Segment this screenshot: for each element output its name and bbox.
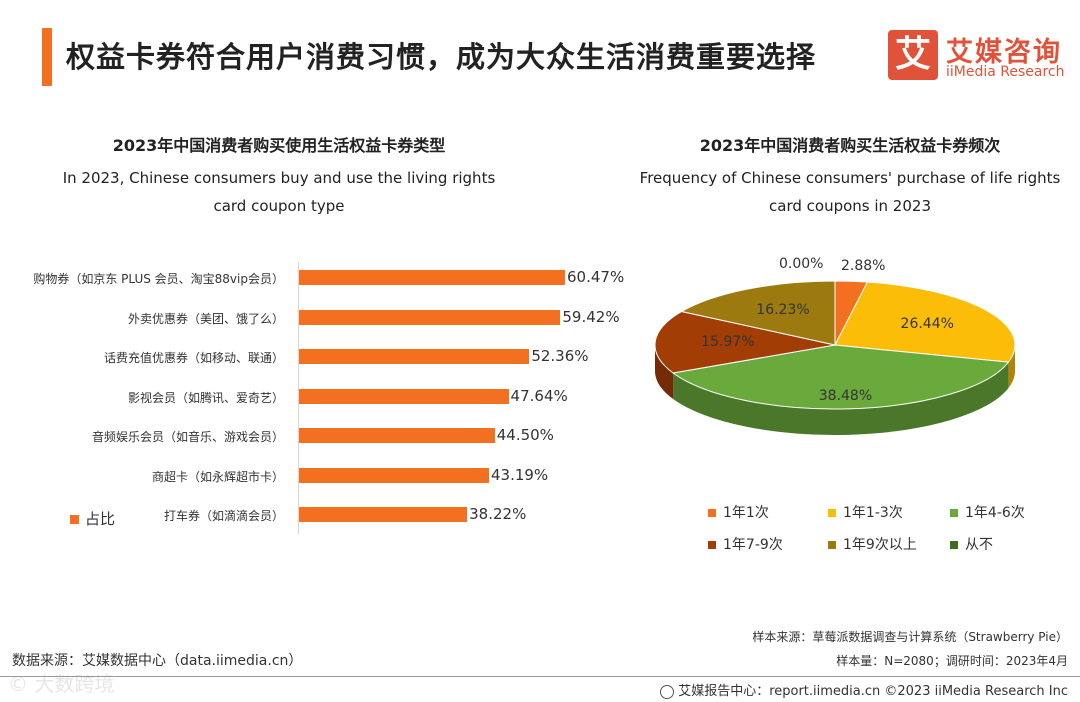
bar-mark [299, 467, 489, 483]
bar-category-label: 音频娱乐会员（如音乐、游戏会员） [91, 430, 284, 444]
footer-report-text: 艾媒报告中心：report.iimedia.cn ©2023 iiMedia R… [678, 684, 1068, 699]
legend-swatch [708, 541, 716, 549]
globe-icon [660, 684, 675, 699]
legend-swatch [828, 509, 836, 517]
pie-chart-title-en: Frequency of Chinese consumers' purchase… [620, 164, 1080, 220]
bar-chart-title-en-line2: card coupon type [213, 197, 345, 215]
bar-value-label: 43.19% [490, 465, 549, 484]
legend-label: 1年4-6次 [965, 505, 1025, 521]
legend-swatch [950, 541, 958, 549]
page-title: 权益卡券符合用户消费习惯，成为大众生活消费重要选择 [66, 40, 817, 74]
legend-label: 占比 [85, 510, 116, 528]
bar-mark [299, 349, 530, 364]
pie-legend-item: 1年1次 [708, 502, 769, 522]
pie-top [654, 280, 1016, 410]
bar-mark [299, 270, 565, 285]
pie-legend-item: 1年9次以上 [828, 534, 917, 554]
bar-chart-axis [298, 262, 299, 534]
pie-side [655, 345, 1015, 436]
logo-mark: 艾 [888, 30, 938, 80]
legend-swatch [828, 541, 836, 549]
iimedia-logo: 艾 艾媒咨询 iiMedia Research [888, 28, 1068, 84]
pie-slice [680, 280, 836, 346]
pie-chart-title-en-line1: Frequency of Chinese consumers' purchase… [639, 169, 1061, 187]
bar-chart-title: 2023年中国消费者购买使用生活权益卡券类型 In 2023, Chinese … [50, 134, 508, 220]
bar-mark [299, 428, 495, 443]
pie-slice [654, 310, 836, 374]
title-accent-bar [42, 28, 52, 86]
bar-chart-title-cn: 2023年中国消费者购买使用生活权益卡券类型 [112, 136, 446, 155]
footer-report-center: 艾媒报告中心：report.iimedia.cn ©2023 iiMedia R… [660, 680, 1068, 699]
pie-slice-side [655, 345, 674, 399]
pie-value-label: 15.97% [701, 334, 755, 351]
bar-mark [299, 507, 468, 522]
bar-chart-title-en: In 2023, Chinese consumers buy and use t… [50, 164, 508, 220]
sample-size: 样本量：N=2080；调研时间：2023年4月 [836, 654, 1068, 668]
bar-category-label: 购物券（如京东 PLUS 会员、淘宝88vip会员） [33, 272, 284, 286]
logo-text-en: iiMedia Research [946, 64, 1065, 80]
bar-value-label: 47.64% [510, 386, 568, 405]
bar-category-label: 商超卡（如永辉超市卡） [151, 469, 284, 484]
pie-chart-title: 2023年中国消费者购买生活权益卡券频次 Frequency of Chines… [620, 134, 1080, 220]
bar-value-label: 44.50% [496, 426, 554, 444]
pie-legend-item: 1年7-9次 [708, 534, 783, 554]
bar-value-label: 59.42% [562, 307, 620, 326]
data-source: 数据来源：艾媒数据中心（data.iimedia.cn） [12, 653, 303, 669]
legend-label: 1年9次以上 [843, 537, 917, 553]
bar-mark [299, 388, 509, 404]
legend-swatch [708, 509, 716, 517]
pie-slice [671, 344, 1010, 410]
pie-chart [654, 280, 1016, 436]
sample-source: 样本来源：草莓派数据调查与计算系统（Strawberry Pie） [752, 630, 1068, 644]
watermark: © 大数跨境 [8, 672, 115, 696]
legend-label: 从不 [965, 537, 993, 553]
bar-mark [299, 309, 561, 325]
bar-category-label: 外卖优惠券（美团、饿了么） [127, 311, 284, 326]
logo-text-cn: 艾媒咨询 [946, 37, 1062, 68]
bar-value-label: 38.22% [469, 505, 527, 523]
legend-label: 1年1次 [723, 505, 769, 521]
bar-category-label: 话费充值优惠券（如移动、联通） [103, 351, 284, 365]
footer-divider [0, 676, 1080, 677]
bar-chart-title-en-line1: In 2023, Chinese consumers buy and use t… [62, 169, 496, 187]
pie-chart-title-cn: 2023年中国消费者购买生活权益卡券频次 [699, 136, 1001, 155]
bar-value-label: 60.47% [567, 268, 625, 286]
pie-value-label: 2.88% [841, 258, 886, 274]
pie-legend-item: 从不 [950, 534, 993, 554]
legend-label: 1年1-3次 [843, 505, 903, 521]
pie-legend-item: 1年4-6次 [950, 502, 1025, 522]
pie-value-label: 26.44% [900, 315, 954, 332]
bar-chart-legend: 占比 [70, 508, 115, 529]
legend-swatch [70, 515, 79, 524]
pie-value-label: 38.48% [818, 388, 873, 405]
bar-category-label: 打车券（如滴滴会员） [163, 509, 284, 523]
bar-category-label: 影视会员（如腾讯、爱奇艺） [127, 390, 284, 405]
legend-label: 1年7-9次 [723, 537, 783, 553]
pie-value-label: 16.23% [756, 302, 810, 319]
pie-chart-title-en-line2: card coupons in 2023 [769, 197, 931, 215]
pie-slice-side [1008, 345, 1015, 389]
pie-legend-item: 1年1-3次 [828, 502, 903, 522]
pie-value-label: 0.00% [779, 256, 824, 272]
legend-swatch [950, 509, 958, 517]
pie-slice-side [673, 362, 1009, 436]
bar-value-label: 52.36% [531, 347, 589, 365]
pie-slice [834, 281, 1016, 363]
